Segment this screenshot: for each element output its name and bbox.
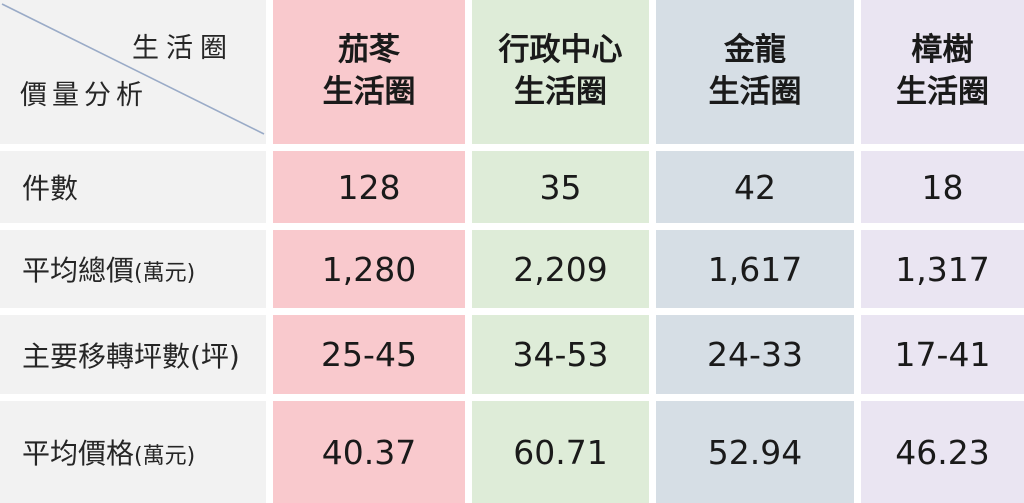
row-label-text: 件數: [22, 172, 79, 205]
cell-case-count-admin-center: 35: [472, 151, 649, 223]
column-header-admin-center: 行政中心 生活圈: [472, 0, 649, 144]
corner-label-price-volume-analysis: 價量分析: [20, 80, 148, 111]
row-label-unit: (萬元): [134, 260, 196, 286]
diagonal-divider-line: [1, 3, 265, 135]
corner-label-living-circle: 生活圈: [132, 33, 234, 64]
column-header-line1: 金龍: [724, 32, 786, 69]
row-label-case-count: 件數: [0, 151, 266, 223]
cell-case-count-zhangshu: 18: [861, 151, 1024, 223]
column-header-line2: 生活圈: [514, 74, 607, 110]
column-header-line1: 茄苳: [338, 32, 400, 69]
row-label-avg-unit-price: 平均價格 (萬元): [0, 401, 266, 503]
column-header-line1: 行政中心: [498, 32, 623, 69]
column-header-jinlong: 金龍 生活圈: [656, 0, 854, 144]
row-label-text: 平均價格: [22, 437, 135, 470]
cell-avg-unit-price-qiedong: 40.37: [273, 401, 465, 503]
column-header-line2: 生活圈: [896, 74, 989, 110]
cell-avg-total-price-zhangshu: 1,317: [861, 230, 1024, 308]
cell-main-transfer-area-jinlong: 24-33: [656, 315, 854, 394]
cell-avg-total-price-jinlong: 1,617: [656, 230, 854, 308]
cell-case-count-jinlong: 42: [656, 151, 854, 223]
cell-avg-unit-price-jinlong: 52.94: [656, 401, 854, 503]
column-header-line2: 生活圈: [322, 74, 416, 110]
cell-avg-total-price-admin-center: 2,209: [472, 230, 649, 308]
cell-avg-unit-price-zhangshu: 46.23: [861, 401, 1024, 503]
row-label-text: 平均總價: [22, 254, 135, 287]
row-label-unit: (萬元): [134, 443, 196, 469]
column-header-line2: 生活圈: [708, 74, 802, 110]
row-label-main-transfer-area: 主要移轉坪數(坪): [0, 315, 266, 394]
cell-main-transfer-area-zhangshu: 17-41: [861, 315, 1024, 394]
corner-header-cell: 生活圈 價量分析: [0, 0, 266, 144]
cell-avg-total-price-qiedong: 1,280: [273, 230, 465, 308]
cell-avg-unit-price-admin-center: 60.71: [472, 401, 649, 503]
column-header-zhangshu: 樟樹 生活圈: [861, 0, 1024, 144]
row-label-text: 主要移轉坪數(坪): [22, 339, 240, 373]
column-header-qiedong: 茄苳 生活圈: [273, 0, 465, 144]
cell-case-count-qiedong: 128: [273, 151, 465, 223]
cell-main-transfer-area-admin-center: 34-53: [472, 315, 649, 394]
row-label-avg-total-price: 平均總價 (萬元): [0, 230, 266, 308]
cell-main-transfer-area-qiedong: 25-45: [273, 315, 465, 394]
column-header-line1: 樟樹: [911, 32, 974, 69]
